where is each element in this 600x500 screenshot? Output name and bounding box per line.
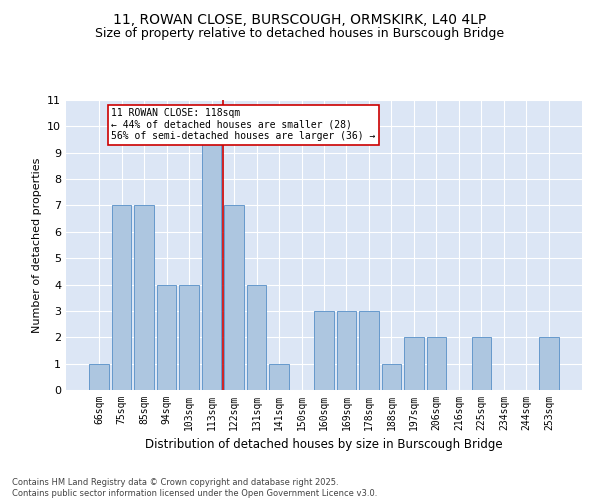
- X-axis label: Distribution of detached houses by size in Burscough Bridge: Distribution of detached houses by size …: [145, 438, 503, 452]
- Bar: [314, 311, 334, 390]
- Text: 11, ROWAN CLOSE, BURSCOUGH, ORMSKIRK, L40 4LP: 11, ROWAN CLOSE, BURSCOUGH, ORMSKIRK, L4…: [113, 12, 487, 26]
- Y-axis label: Number of detached properties: Number of detached properties: [32, 158, 41, 332]
- Bar: [224, 206, 244, 390]
- Bar: [269, 364, 289, 390]
- Text: Contains HM Land Registry data © Crown copyright and database right 2025.
Contai: Contains HM Land Registry data © Crown c…: [12, 478, 377, 498]
- Bar: [472, 338, 491, 390]
- Bar: [247, 284, 266, 390]
- Bar: [382, 364, 401, 390]
- Text: Size of property relative to detached houses in Burscough Bridge: Size of property relative to detached ho…: [95, 28, 505, 40]
- Bar: [427, 338, 446, 390]
- Bar: [202, 126, 221, 390]
- Bar: [134, 206, 154, 390]
- Bar: [89, 364, 109, 390]
- Text: 11 ROWAN CLOSE: 118sqm
← 44% of detached houses are smaller (28)
56% of semi-det: 11 ROWAN CLOSE: 118sqm ← 44% of detached…: [112, 108, 376, 141]
- Bar: [112, 206, 131, 390]
- Bar: [337, 311, 356, 390]
- Bar: [179, 284, 199, 390]
- Bar: [157, 284, 176, 390]
- Bar: [539, 338, 559, 390]
- Bar: [359, 311, 379, 390]
- Bar: [404, 338, 424, 390]
